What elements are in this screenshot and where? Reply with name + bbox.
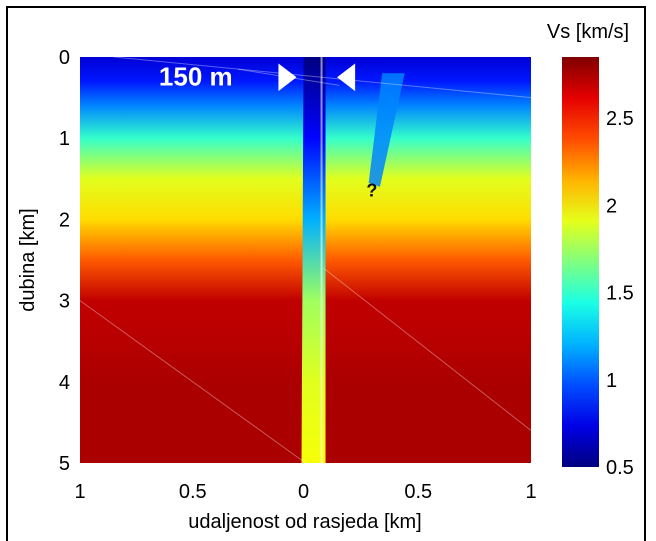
fault-width-annotation: 150 m <box>159 61 233 91</box>
y-tick-label: 1 <box>59 128 70 150</box>
x-tick-label: 1 <box>74 481 85 503</box>
colorbar-tick-label: 2.5 <box>606 108 634 130</box>
y-tick-label: 0 <box>59 47 70 69</box>
colorbar-bar <box>562 57 599 467</box>
y-tick-label: 5 <box>59 453 70 475</box>
y-tick-label: 3 <box>59 291 70 313</box>
dip-line <box>323 267 532 431</box>
fault-zone-wedge <box>301 57 326 463</box>
x-tick-label: 0.5 <box>179 481 207 503</box>
left-pointing-arrow-icon <box>337 63 356 92</box>
colorbar-tick-label: 1 <box>606 370 617 392</box>
colorbar-tick-label: 0.5 <box>606 457 634 479</box>
heatmap-plot: 150 m ? <box>79 56 532 464</box>
colorbar-ticks: 0.5 1 1.5 2 2.5 <box>606 108 634 479</box>
y-tick-label: 4 <box>59 372 70 394</box>
y-axis-label: dubina [km] <box>17 208 39 311</box>
figure-frame <box>6 6 646 541</box>
y-axis: 0 1 2 3 4 5 <box>59 47 70 475</box>
x-axis: 1 0.5 0 0.5 1 <box>74 481 536 503</box>
colorbar-label: Vs [km/s] <box>547 21 629 43</box>
colorbar: Vs [km/s] 0.5 1 1.5 2 2.5 <box>547 21 634 479</box>
dip-line <box>79 300 306 464</box>
x-tick-label: 1 <box>525 481 536 503</box>
x-axis-label: udaljenost od rasjeda [km] <box>188 511 421 533</box>
fault-branch-wedge <box>368 73 405 187</box>
x-tick-label: 0.5 <box>404 481 432 503</box>
question-mark-annotation: ? <box>366 181 377 201</box>
colorbar-tick-label: 1.5 <box>606 283 634 305</box>
x-tick-label: 0 <box>298 481 309 503</box>
colorbar-tick-label: 2 <box>606 195 617 217</box>
right-pointing-arrow-icon <box>278 63 297 92</box>
y-tick-label: 2 <box>59 209 70 231</box>
